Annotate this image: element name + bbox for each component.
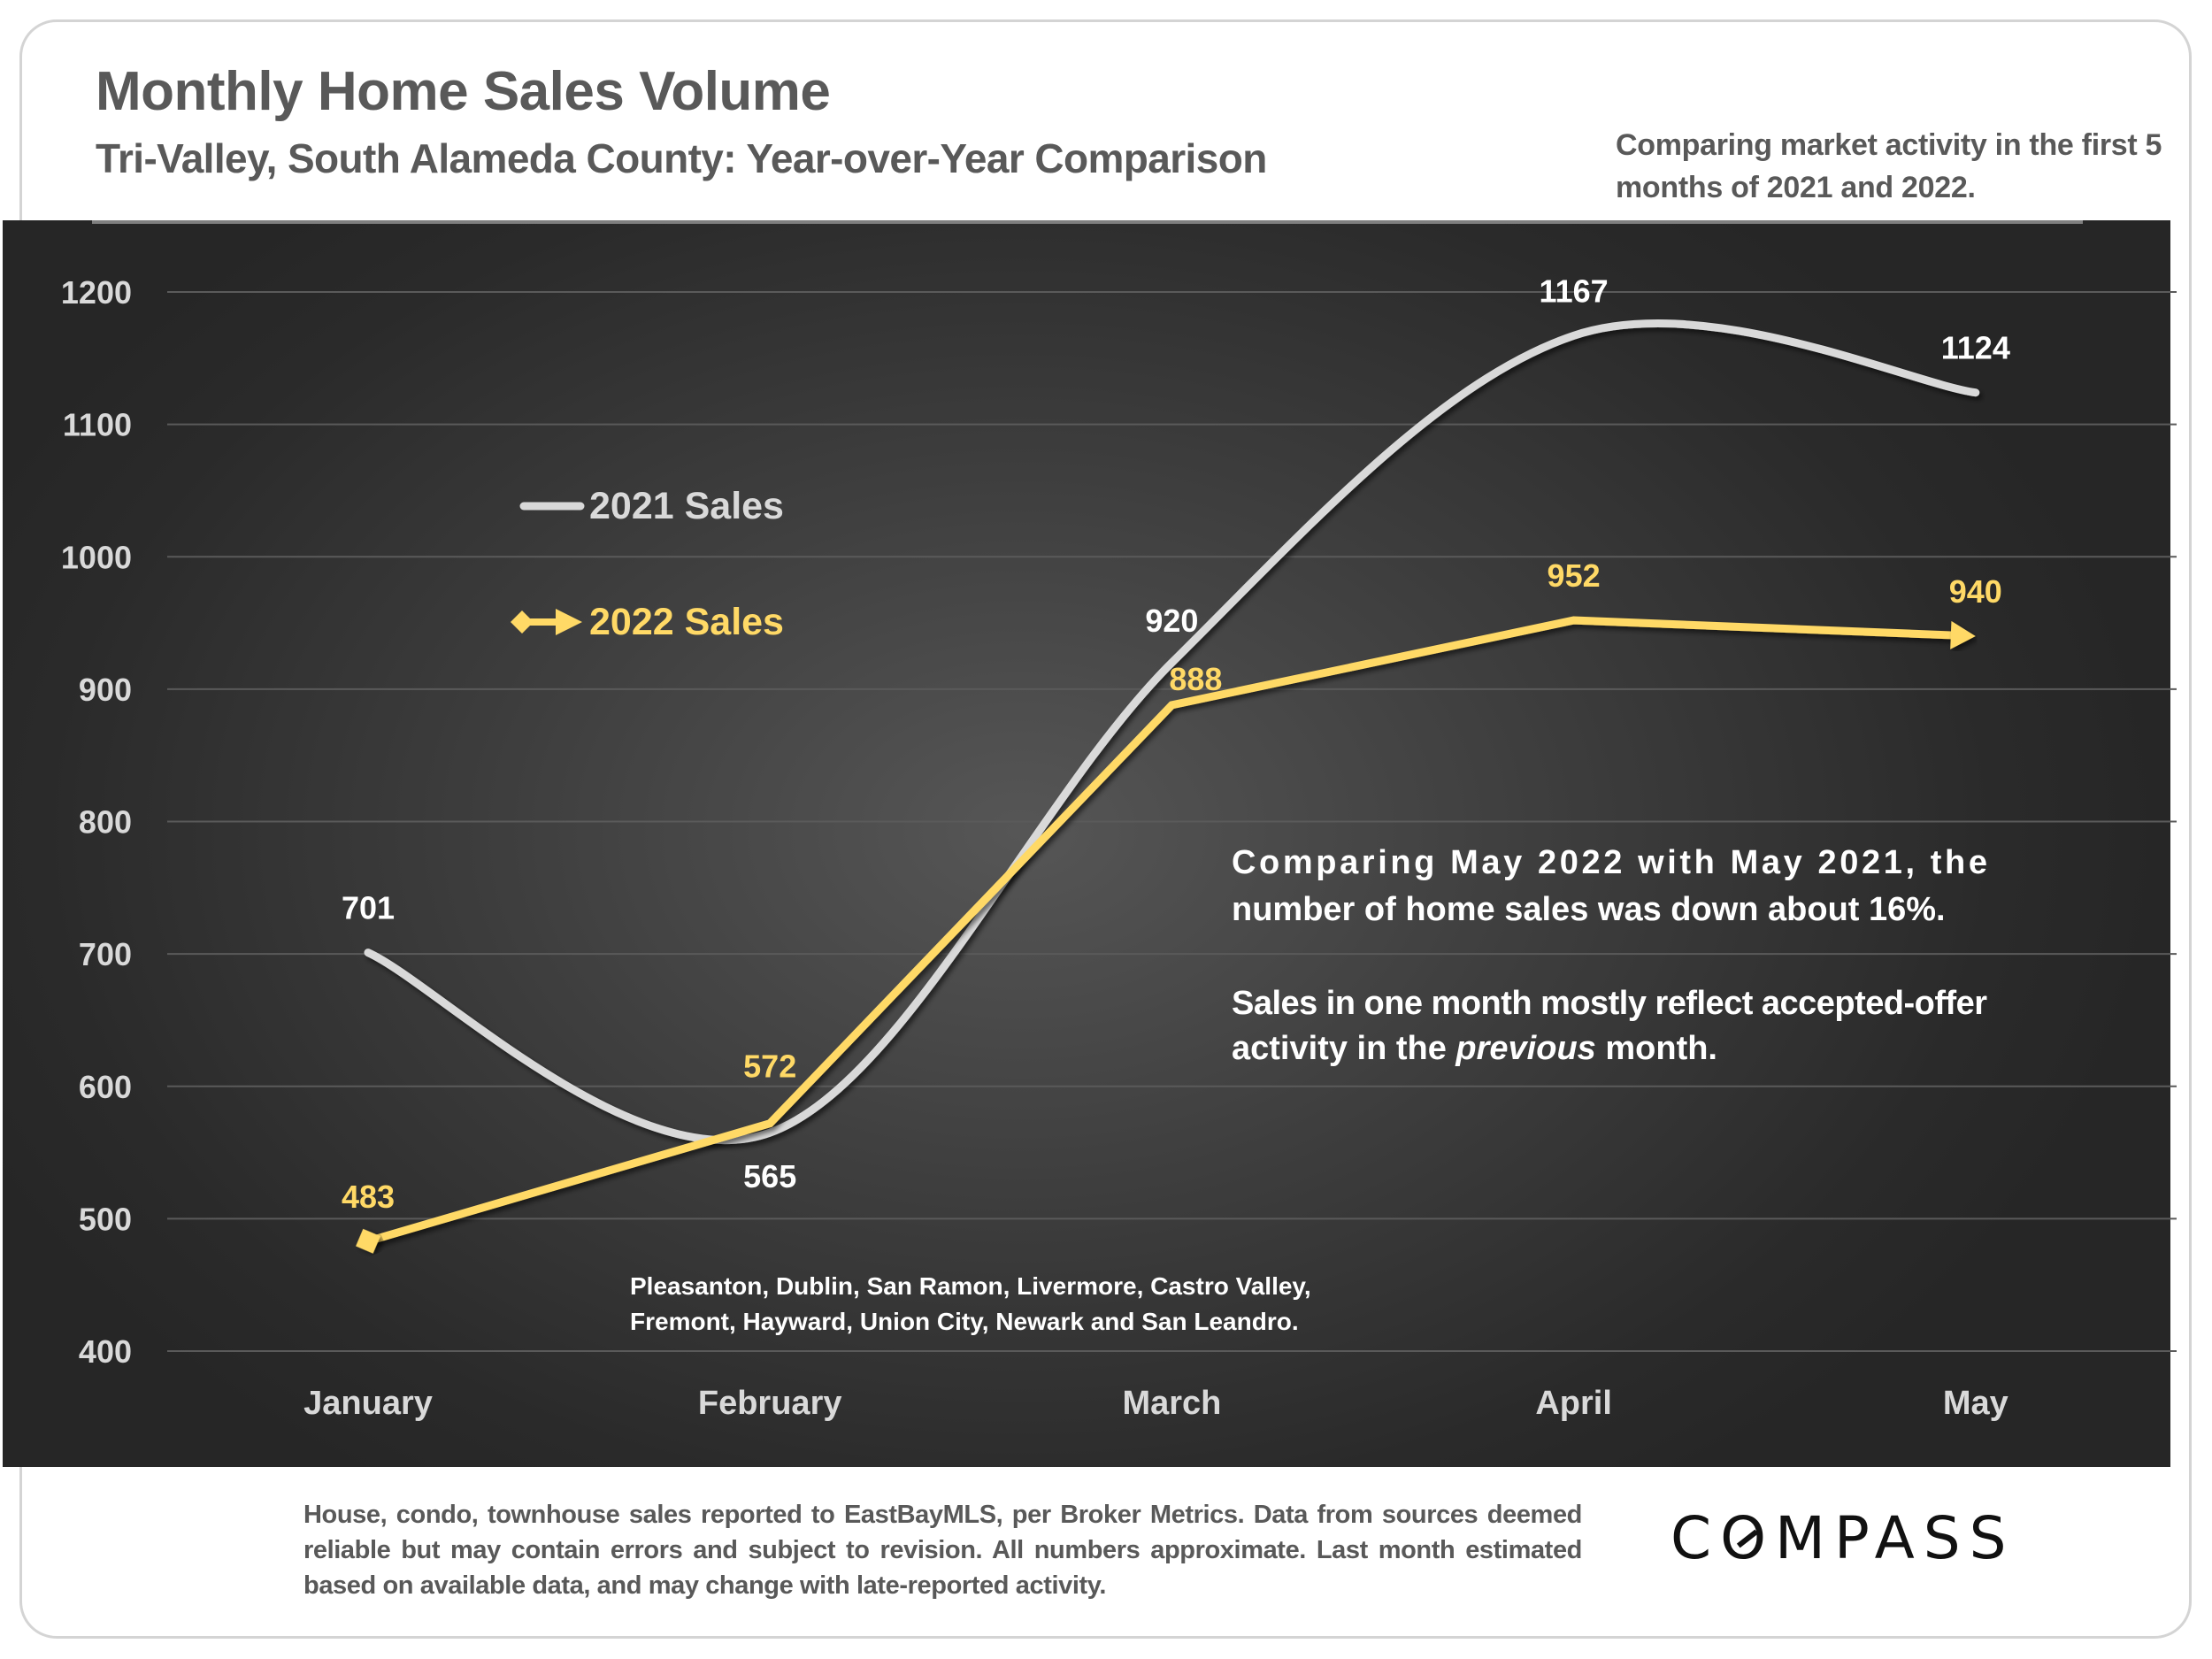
y-axis-ticks: 400 500 600 700 800 900 1000 1100 1200 xyxy=(61,274,132,1370)
legend-label-2021: 2021 Sales xyxy=(589,485,784,527)
y-tick-label-600: 600 xyxy=(79,1069,132,1105)
annotation-explanation-line2: activity in the previous month. xyxy=(1232,1030,1717,1067)
gridlines xyxy=(167,291,2177,1352)
legend-diamond-icon xyxy=(511,611,534,634)
x-tick-label-february: February xyxy=(698,1385,842,1422)
panel-top-strip xyxy=(92,220,2083,224)
data-label-2021-may: 1124 xyxy=(1941,330,2010,366)
y-tick-label-500: 500 xyxy=(79,1201,132,1237)
logo-letters-mpass: MPASS xyxy=(1775,1504,2016,1572)
annotation-cities: Pleasanton, Dublin, San Ramon, Livermore… xyxy=(630,1272,1311,1335)
series-2022-start-diamond-icon xyxy=(356,1228,380,1254)
data-label-2021-january: 701 xyxy=(342,890,395,926)
compass-logo: COMPASS xyxy=(1671,1509,2016,1568)
data-label-2022-april: 952 xyxy=(1548,557,1601,594)
series-line-2022 xyxy=(366,616,1960,1246)
chart-title: Monthly Home Sales Volume xyxy=(96,61,831,122)
x-tick-label-march: March xyxy=(1122,1385,1221,1422)
chart-panel xyxy=(3,220,2170,1467)
y-tick-label-1100: 1100 xyxy=(63,407,132,443)
legend-label-2022: 2022 Sales xyxy=(589,601,784,643)
annotation-summary-line2: number of home sales was down about 16%. xyxy=(1232,891,1946,928)
y-tick-label-800: 800 xyxy=(79,804,132,841)
x-axis-ticks: January February March April May xyxy=(303,1385,2008,1422)
legend: 2021 Sales 2022 Sales xyxy=(511,485,784,643)
annotation-explanation-line1: Sales in one month mostly reflect accept… xyxy=(1232,985,1987,1022)
legend-arrow-icon xyxy=(556,609,582,635)
data-label-2022-march: 888 xyxy=(1169,661,1222,697)
logo-letter-o-icon: O xyxy=(1720,1509,1775,1568)
legend-item-2022: 2022 Sales xyxy=(511,601,784,643)
cities-line1: Pleasanton, Dublin, San Ramon, Livermore… xyxy=(630,1272,1311,1300)
series-line-2021 xyxy=(364,319,1980,1144)
y-tick-label-700: 700 xyxy=(79,936,132,972)
series-group xyxy=(356,319,1980,1254)
logo-letter-c: C xyxy=(1671,1504,1721,1572)
data-label-2022-january: 483 xyxy=(342,1179,395,1215)
annotation-summary-line1: Comparing May 2022 with May 2021, the xyxy=(1232,844,1987,881)
cities-line2: Fremont, Hayward, Union City, Newark and… xyxy=(630,1308,1299,1335)
y-tick-label-900: 900 xyxy=(79,672,132,708)
legend-item-2021: 2021 Sales xyxy=(519,485,784,527)
data-label-2021-april: 1167 xyxy=(1540,273,1609,309)
x-tick-label-april: April xyxy=(1535,1385,1612,1422)
annotation-explanation-tail: month. xyxy=(1596,1030,1717,1067)
data-labels: 701 565 920 1167 1124 483 572 888 952 940 xyxy=(342,273,2010,1214)
footer-disclaimer: House, condo, townhouse sales reported t… xyxy=(303,1501,1582,1600)
data-label-2021-february: 565 xyxy=(743,1158,796,1194)
x-tick-label-january: January xyxy=(303,1385,433,1422)
chart-subtitle: Tri-Valley, South Alameda County: Year-o… xyxy=(96,135,1267,181)
x-tick-label-may: May xyxy=(1943,1385,2008,1422)
series-2022-end-arrow-icon xyxy=(1950,620,1976,649)
data-label-2022-may: 940 xyxy=(1949,573,2002,610)
annotation-summary: Comparing May 2022 with May 2021, the nu… xyxy=(1232,844,1987,1067)
y-tick-label-1000: 1000 xyxy=(61,539,132,575)
data-label-2021-march: 920 xyxy=(1145,603,1198,639)
y-tick-label-1200: 1200 xyxy=(61,274,132,311)
data-label-2022-february: 572 xyxy=(743,1048,796,1085)
y-tick-label-400: 400 xyxy=(79,1333,132,1370)
header-note: Comparing market activity in the first 5… xyxy=(1616,128,2162,204)
